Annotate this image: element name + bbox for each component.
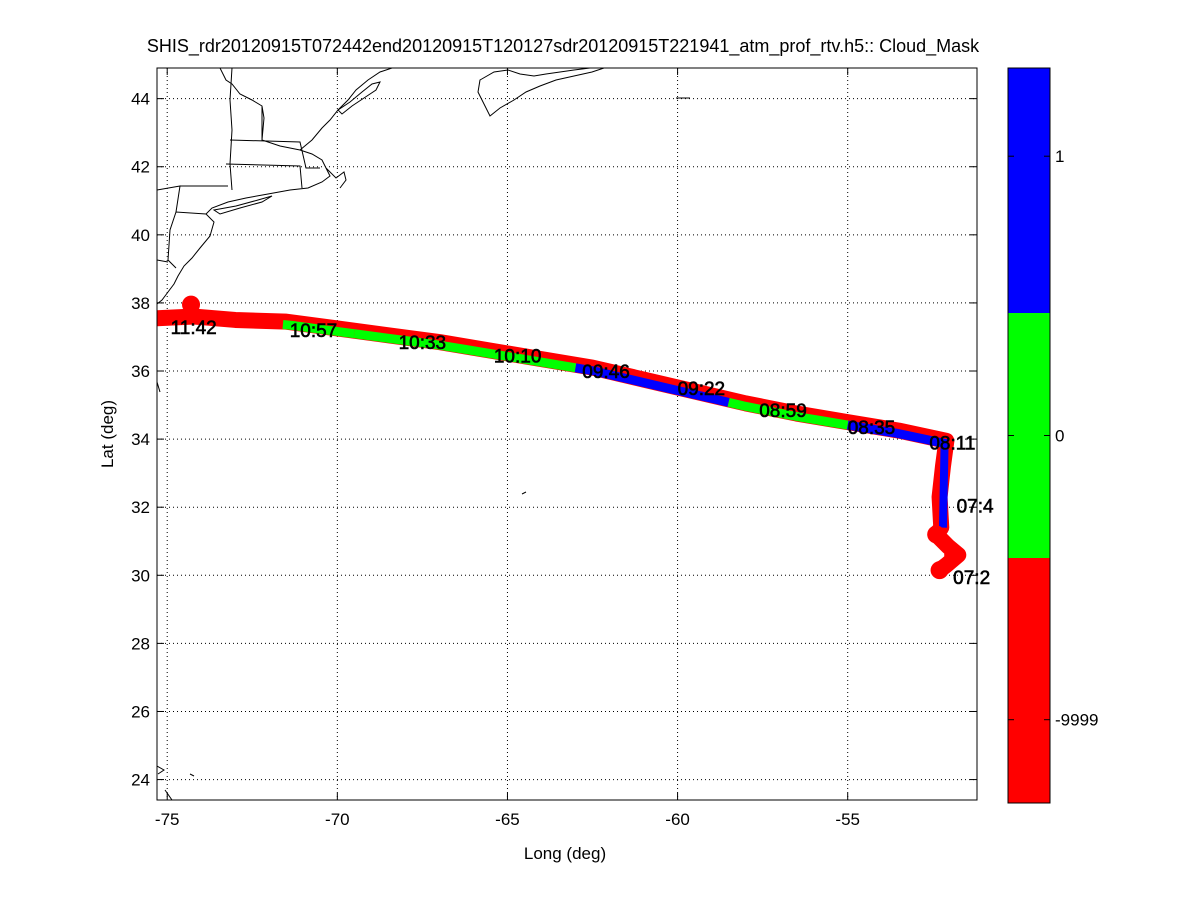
- nova-scotia: [337, 81, 381, 115]
- long-island: [212, 195, 273, 215]
- time-label: 08:35: [848, 418, 896, 439]
- y-tick-label: 40: [131, 226, 150, 245]
- time-label: 08:59: [759, 401, 807, 422]
- cloud-mask-segment: [282, 320, 355, 339]
- chart-title: SHIS_rdr20120915T072442end20120915T12012…: [147, 36, 980, 57]
- state-border-7: [157, 185, 181, 213]
- cape-cod: [325, 167, 347, 189]
- time-label: 09:22: [678, 379, 726, 400]
- axis-ticks: -75 -70 -65 -60 -55 24 26 28 30 32 34 36 38 40 42 44: [131, 68, 977, 829]
- time-label: 10:57: [290, 321, 338, 342]
- y-tick-label: 42: [131, 158, 150, 177]
- y-tick-label: 28: [131, 634, 150, 653]
- cloud-mask-segment: [846, 420, 948, 449]
- y-tick-label: 30: [131, 566, 150, 585]
- colorbar-segment: [1008, 68, 1050, 313]
- x-tick-label: -60: [665, 810, 690, 829]
- y-tick-label: 36: [131, 362, 150, 381]
- cloud-mask-segment: [574, 363, 730, 407]
- newfoundland: [477, 68, 605, 117]
- state-border-6: [167, 211, 207, 269]
- y-tick-label: 38: [131, 294, 150, 313]
- time-label: 09:46: [582, 362, 630, 383]
- track-marker: [927, 525, 946, 544]
- cloud-mask-segment: [727, 398, 849, 430]
- colorbar-tick-label: 1: [1055, 147, 1064, 166]
- time-label: 08:11: [929, 434, 975, 455]
- maine-coast: [299, 68, 393, 151]
- y-axis-label: Lat (deg): [98, 400, 117, 468]
- track-marker: [930, 561, 949, 580]
- state-border-1: [229, 68, 233, 191]
- colorbar-tick-label: -9999: [1055, 711, 1098, 730]
- track-marker: [182, 295, 201, 314]
- y-tick-label: 32: [131, 498, 150, 517]
- axes-frame: [156, 67, 978, 801]
- y-tick-label: 26: [131, 702, 150, 721]
- colorbar-tick-label: 0: [1055, 427, 1064, 446]
- cloud-mask-vertical-segment: [938, 439, 949, 528]
- time-label: 10:33: [399, 333, 447, 354]
- track-marker: [944, 545, 963, 564]
- small-island-4: [189, 773, 195, 777]
- colorbar: -9999 0 1: [1007, 67, 1098, 804]
- x-tick-label: -70: [325, 810, 350, 829]
- state-border-3: [229, 139, 320, 169]
- y-tick-label: 44: [131, 90, 150, 109]
- coastline-map: [157, 68, 690, 800]
- y-tick-label: 24: [131, 771, 150, 790]
- small-island-5: [164, 789, 173, 800]
- small-island-1: [521, 491, 527, 495]
- time-label: 10:10: [494, 347, 542, 368]
- cloud-mask-segment: [157, 315, 284, 330]
- state-border-8: [157, 259, 169, 263]
- y-tick-label: 34: [131, 430, 150, 449]
- small-island-3: [157, 765, 165, 775]
- x-tick-label: -55: [835, 810, 860, 829]
- x-tick-label: -65: [495, 810, 520, 829]
- colorbar-segment: [1008, 558, 1050, 803]
- flight-track: [157, 295, 967, 580]
- state-border-4: [225, 163, 303, 189]
- time-label: 11:42: [171, 318, 217, 339]
- time-label: 07:2: [953, 568, 990, 589]
- cloud-mask-segment: [353, 329, 577, 373]
- x-tick-label: -75: [155, 810, 180, 829]
- gridlines: [157, 68, 977, 800]
- colorbar-segment: [1008, 313, 1050, 558]
- x-axis-label: Long (deg): [524, 844, 606, 863]
